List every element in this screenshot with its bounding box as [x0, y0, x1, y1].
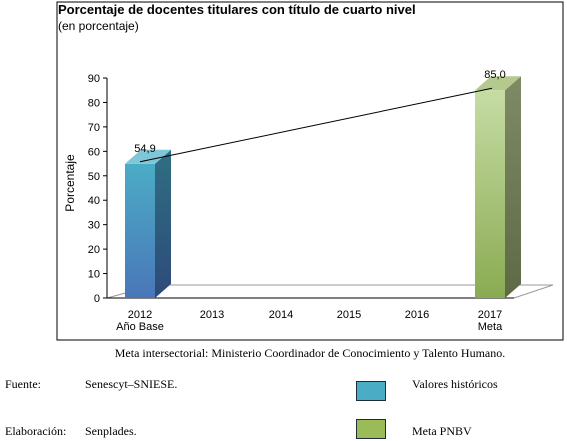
legend-swatch-historicos	[356, 381, 386, 401]
y-ticks: 0 10 20 30 40 50 60 70 80 90	[88, 73, 107, 305]
trend-line	[139, 87, 493, 163]
note: Meta intersectorial: Ministerio Coordina…	[114, 346, 506, 360]
y-tick-label: 10	[88, 269, 100, 281]
bar-front	[475, 90, 505, 298]
bar-side	[505, 76, 521, 298]
chart-frame	[56, 1, 564, 341]
y-tick-label: 50	[88, 171, 100, 183]
legend-swatch-meta	[356, 419, 386, 439]
y-tick-label: 80	[88, 97, 100, 109]
chart-title: Porcentaje de docentes titulares con tít…	[58, 2, 416, 17]
data-labels: 54,9 85,0	[134, 69, 505, 155]
bar-top	[475, 76, 521, 91]
y-tick-label: 90	[88, 73, 100, 85]
bar-top	[125, 149, 171, 164]
y-tick-label: 30	[88, 220, 100, 232]
x-tick-sublabel: Año Base	[116, 321, 164, 333]
legend-label-meta: Meta PNBV	[412, 424, 472, 438]
y-tick-label: 60	[88, 146, 100, 158]
chart-subtitle: (en porcentaje)	[58, 19, 139, 33]
x-tick-label: 2016	[405, 309, 429, 321]
prepared-label: Elaboración:	[5, 424, 67, 438]
bar-2017	[475, 76, 521, 298]
source-value: Senescyt–SNIESE.	[85, 377, 178, 391]
legend-label-historicos: Valores históricos	[412, 377, 498, 391]
y-tick-label: 20	[88, 244, 100, 256]
bar-front	[125, 163, 155, 298]
data-label-2017: 85,0	[484, 69, 505, 81]
bars	[125, 76, 521, 298]
y-axis-label: Porcentaje	[63, 154, 77, 212]
bar-side	[155, 149, 171, 298]
prepared-value: Senplades.	[85, 424, 137, 438]
x-tick-label: 2014	[269, 309, 293, 321]
data-label-2012: 54,9	[134, 143, 155, 155]
x-tick-label: 2015	[337, 309, 361, 321]
chart: Porcentaje de docentes titulares con tít…	[56, 1, 564, 341]
source-label: Fuente:	[5, 377, 41, 391]
x-tick-label: 2013	[200, 309, 224, 321]
y-tick-label: 0	[94, 293, 100, 305]
x-tick-label: 2012	[128, 309, 152, 321]
y-tick-label: 40	[88, 195, 100, 207]
x-tick-label: 2017	[478, 309, 502, 321]
bar-2012	[125, 149, 171, 298]
y-tick-label: 70	[88, 122, 100, 134]
x-tick-sublabel: Meta	[478, 321, 503, 333]
